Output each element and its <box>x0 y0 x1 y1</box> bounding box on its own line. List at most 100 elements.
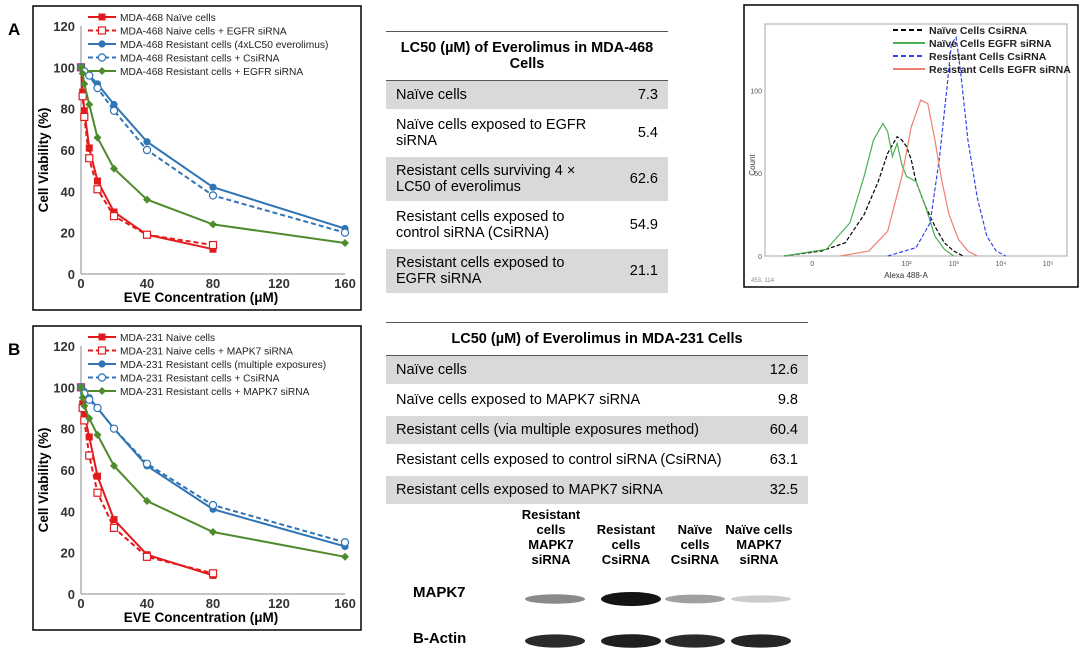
data-point <box>98 387 106 395</box>
data-point <box>98 40 106 48</box>
legend-label: MDA-468 Resistant cells + EGFR siRNA <box>120 67 303 78</box>
x-tick-label: 120 <box>268 596 290 611</box>
data-point <box>142 552 152 561</box>
legend-label: MDA-231 Resistant cells + MAPK7 siRNA <box>120 387 310 398</box>
histogram-series-1 <box>783 122 955 257</box>
data-point <box>110 208 118 216</box>
data-point <box>77 63 85 72</box>
table-cell-value: 21.1 <box>608 248 668 295</box>
table-cell-value: 5.4 <box>608 110 668 157</box>
table-cell-value: 54.9 <box>608 202 668 249</box>
x-tick-label: 120 <box>268 276 290 291</box>
y-axis-label: Cell Viability (%) <box>36 428 51 533</box>
data-point <box>98 333 106 341</box>
y-tick-label: 0 <box>68 587 75 602</box>
data-point <box>93 430 102 439</box>
blot-lane-header: Resistant cells CsiRNA <box>596 522 656 567</box>
table-cell-value: 32.5 <box>748 475 808 506</box>
inset-frame <box>743 4 1079 288</box>
table-cell-label: Naïve cells exposed to MAPK7 siRNA <box>386 385 748 416</box>
data-point <box>97 373 107 382</box>
data-point <box>93 403 102 413</box>
data-point <box>209 220 217 229</box>
legend-label: MDA-468 Resistant cells (4xLC50 everolim… <box>120 40 328 51</box>
data-point <box>80 401 89 410</box>
x-tick-label: 80 <box>206 276 220 291</box>
data-point <box>98 360 106 368</box>
blot-row-label-bactin: B-Actin <box>413 630 467 647</box>
data-point <box>142 230 152 239</box>
data-point <box>80 79 89 88</box>
legend-label: MDA-468 Naive cells + EGFR siRNA <box>120 27 287 38</box>
data-point <box>85 144 93 152</box>
data-point <box>85 451 94 460</box>
data-point <box>110 516 118 524</box>
x-axis-label: Alexa 488-A <box>884 271 928 280</box>
legend-label: Resistant Cells CsiRNA <box>929 51 1047 63</box>
data-point <box>341 552 349 561</box>
table-row: Resistant cells exposed to MAPK7 siRNA 32… <box>386 475 808 506</box>
table-cell-label: Resistant cells exposed to EGFR siRNA <box>386 248 608 295</box>
table-cell-label: Naïve cells <box>386 355 748 386</box>
x-tick-label: 10⁴ <box>996 261 1007 268</box>
blot-band <box>665 634 725 648</box>
data-point <box>340 228 350 237</box>
table-cell-label: Resistant cells exposed to control siRNA… <box>386 202 608 249</box>
legend-item: MDA-231 Naive cells + MAPK7 siRNA <box>88 346 293 358</box>
histogram-series-2 <box>887 35 1006 257</box>
x-tick-label: 0 <box>810 261 814 268</box>
legend-label: MDA-231 Naive cells + MAPK7 siRNA <box>120 347 293 358</box>
chart-frame <box>32 5 362 311</box>
table-row: Resistant cells exposed to control siRNA… <box>386 202 668 249</box>
data-point <box>77 383 85 392</box>
y-tick-label: 100 <box>53 380 75 395</box>
data-point <box>143 497 151 505</box>
y-tick-label: 120 <box>53 19 75 34</box>
data-point <box>85 100 94 109</box>
flow-cytometry-histogram: 0 50 100 0 10² 10³ 10⁴ 10⁵ Alexa 488-A Count 453, … <box>743 4 1079 288</box>
y-tick-label: 80 <box>61 102 75 117</box>
data-point <box>94 472 101 480</box>
data-point <box>85 433 93 441</box>
blot-lane-header: Resistant cells MAPK7 siRNA <box>521 507 581 567</box>
y-tick-label: 100 <box>53 60 75 75</box>
legend-label: Naïve Cells CsiRNA <box>929 25 1027 37</box>
legend-item: Naïve Cells EGFR siRNA <box>893 38 1052 50</box>
legend-label: Naïve Cells EGFR siRNA <box>929 38 1052 50</box>
table-row: Resistant cells (via multiple exposures … <box>386 415 808 446</box>
table-row: Naïve cells 7.3 <box>386 80 668 111</box>
table-row: Naïve cells exposed to MAPK7 siRNA 9.8 <box>386 385 808 416</box>
legend-label: MDA-231 Resistant cells + CsiRNA <box>120 374 280 385</box>
legend: MDA-468 Naïve cells MDA-468 Naive cells +… <box>88 13 328 78</box>
blot-row-label-mapk7: MAPK7 <box>413 584 466 601</box>
data-point <box>340 538 350 547</box>
data-point <box>97 26 107 35</box>
data-point <box>142 145 152 155</box>
data-point <box>85 395 94 404</box>
y-axis-label: Count <box>748 154 757 176</box>
legend-label: Resistant Cells EGFR siRNA <box>929 64 1071 76</box>
data-point <box>109 106 119 115</box>
legend-item: MDA-468 Resistant cells + CsiRNA <box>88 53 280 65</box>
y-tick-label: 20 <box>61 546 75 561</box>
data-point <box>98 13 106 21</box>
histogram-series-3 <box>840 99 978 257</box>
panel-label-b: B <box>8 340 21 359</box>
table-a-title: LC50 (µM) of Everolimus in MDA-468 Cells <box>386 31 668 81</box>
table-row: Naïve cells exposed to EGFR siRNA 5.4 <box>386 110 668 157</box>
data-point <box>80 112 89 122</box>
data-point <box>93 488 102 497</box>
x-tick-label: 160 <box>334 596 356 611</box>
table-cell-label: Resistant cells (via multiple exposures … <box>386 415 748 446</box>
table-cell-label: Resistant cells exposed to MAPK7 siRNA <box>386 475 748 506</box>
table-b-title: LC50 (µM) of Everolimus in MDA-231 Cells <box>386 322 808 356</box>
data-point <box>78 393 87 402</box>
data-point <box>93 133 102 142</box>
legend-item: MDA-231 Resistant cells (multiple exposu… <box>88 360 326 371</box>
table-cell-value: 60.4 <box>748 415 808 446</box>
x-tick-label: 0 <box>77 596 84 611</box>
data-point <box>94 177 101 185</box>
y-tick-label: 20 <box>61 226 75 241</box>
blot-band <box>525 594 585 604</box>
